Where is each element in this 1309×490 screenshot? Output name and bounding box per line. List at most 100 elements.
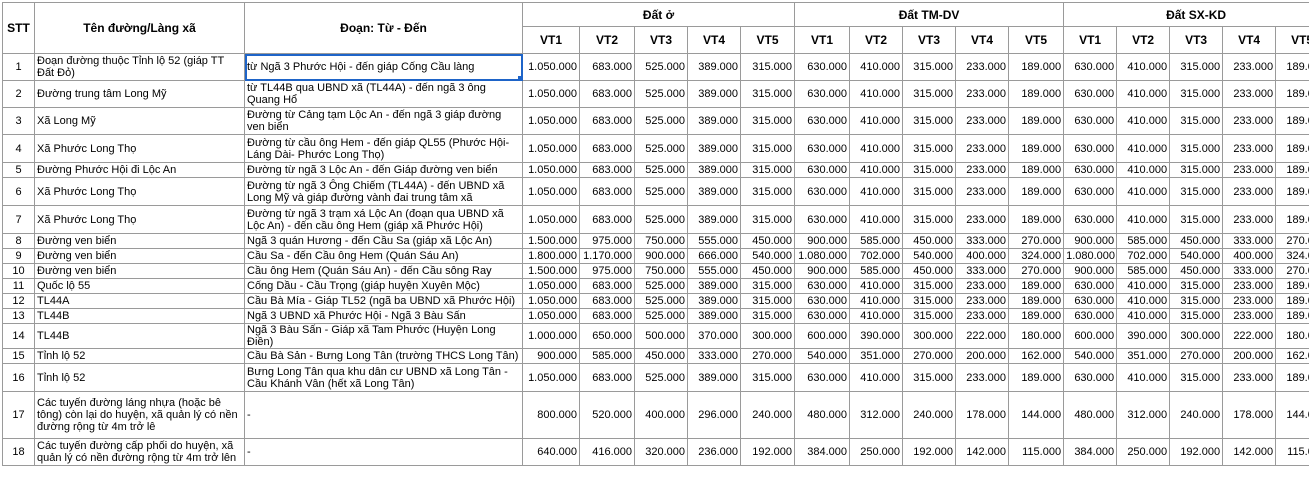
cell-sx-kd-vt2[interactable]: 410.000 [1117,81,1170,108]
cell-dat-o-vt2[interactable]: 683.000 [580,364,635,392]
cell-stt[interactable]: 2 [3,81,35,108]
cell-sx-kd-vt3[interactable]: 315.000 [1170,279,1223,294]
cell-sx-kd-vt5[interactable]: 189.000 [1276,135,1309,163]
cell-sx-kd-vt4[interactable]: 233.000 [1223,135,1276,163]
cell-tm-dv-vt2[interactable]: 390.000 [850,324,903,349]
header-level[interactable]: VT4 [956,27,1009,54]
header-level[interactable]: VT3 [635,27,688,54]
cell-tm-dv-vt1[interactable]: 600.000 [795,324,850,349]
cell-sx-kd-vt5[interactable]: 324.000 [1276,249,1309,264]
cell-dat-o-vt4[interactable]: 389.000 [688,163,741,178]
cell-tm-dv-vt4[interactable]: 200.000 [956,349,1009,364]
cell-dat-o-vt3[interactable]: 525.000 [635,178,688,206]
cell-sx-kd-vt5[interactable]: 189.000 [1276,364,1309,392]
header-level[interactable]: VT5 [1276,27,1309,54]
cell-dat-o-vt3[interactable]: 450.000 [635,349,688,364]
cell-dat-o-vt3[interactable]: 525.000 [635,309,688,324]
cell-sx-kd-vt5[interactable]: 189.000 [1276,108,1309,135]
cell-sx-kd-vt2[interactable]: 585.000 [1117,264,1170,279]
cell-dat-o-vt1[interactable]: 1.050.000 [523,163,580,178]
cell-tm-dv-vt1[interactable]: 630.000 [795,206,850,234]
cell-tm-dv-vt4[interactable]: 222.000 [956,324,1009,349]
cell-sx-kd-vt1[interactable]: 630.000 [1064,309,1117,324]
cell-name[interactable]: TL44B [35,324,245,349]
cell-dat-o-vt3[interactable]: 525.000 [635,163,688,178]
cell-sx-kd-vt3[interactable]: 300.000 [1170,324,1223,349]
cell-sx-kd-vt4[interactable]: 233.000 [1223,309,1276,324]
header-level[interactable]: VT1 [795,27,850,54]
cell-stt[interactable]: 8 [3,234,35,249]
cell-tm-dv-vt4[interactable]: 233.000 [956,294,1009,309]
cell-name[interactable]: Đường ven biển [35,234,245,249]
cell-dat-o-vt4[interactable]: 389.000 [688,309,741,324]
cell-name[interactable]: Đoạn đường thuộc Tỉnh lộ 52 (giáp TT Đất… [35,54,245,81]
cell-sx-kd-vt5[interactable]: 189.000 [1276,309,1309,324]
cell-tm-dv-vt1[interactable]: 540.000 [795,349,850,364]
cell-dat-o-vt2[interactable]: 683.000 [580,54,635,81]
cell-sx-kd-vt4[interactable]: 200.000 [1223,349,1276,364]
cell-name[interactable]: Các tuyến đường láng nhựa (hoặc bê tông)… [35,392,245,439]
cell-tm-dv-vt3[interactable]: 315.000 [903,294,956,309]
cell-tm-dv-vt1[interactable]: 1.080.000 [795,249,850,264]
cell-tm-dv-vt5[interactable]: 189.000 [1009,108,1064,135]
cell-tm-dv-vt4[interactable]: 178.000 [956,392,1009,439]
cell-section[interactable]: Cầu Bà Sản - Bưng Long Tân (trường THCS … [245,349,523,364]
cell-sx-kd-vt3[interactable]: 450.000 [1170,234,1223,249]
cell-section[interactable]: Đường từ cầu ông Hem - đến giáp QL55 (Ph… [245,135,523,163]
cell-tm-dv-vt3[interactable]: 450.000 [903,264,956,279]
cell-name[interactable]: TL44B [35,309,245,324]
cell-sx-kd-vt5[interactable]: 180.000 [1276,324,1309,349]
cell-dat-o-vt5[interactable]: 315.000 [741,309,795,324]
cell-dat-o-vt5[interactable]: 450.000 [741,234,795,249]
cell-dat-o-vt1[interactable]: 1.050.000 [523,294,580,309]
cell-sx-kd-vt2[interactable]: 410.000 [1117,54,1170,81]
cell-dat-o-vt3[interactable]: 525.000 [635,108,688,135]
cell-section[interactable]: Ngã 3 quán Hương - đến Cầu Sa (giáp xã L… [245,234,523,249]
cell-dat-o-vt3[interactable]: 320.000 [635,439,688,466]
header-level[interactable]: VT1 [523,27,580,54]
cell-name[interactable]: Đường ven biển [35,249,245,264]
cell-tm-dv-vt4[interactable]: 233.000 [956,54,1009,81]
cell-sx-kd-vt3[interactable]: 315.000 [1170,163,1223,178]
cell-tm-dv-vt3[interactable]: 315.000 [903,206,956,234]
cell-sx-kd-vt3[interactable]: 315.000 [1170,294,1223,309]
cell-section[interactable]: Ngã 3 UBND xã Phước Hội - Ngã 3 Bàu Sấn [245,309,523,324]
cell-section[interactable]: - [245,392,523,439]
cell-tm-dv-vt2[interactable]: 585.000 [850,234,903,249]
cell-dat-o-vt1[interactable]: 1.050.000 [523,54,580,81]
cell-tm-dv-vt4[interactable]: 233.000 [956,279,1009,294]
cell-tm-dv-vt5[interactable]: 180.000 [1009,324,1064,349]
cell-sx-kd-vt1[interactable]: 1.080.000 [1064,249,1117,264]
cell-dat-o-vt5[interactable]: 450.000 [741,264,795,279]
cell-sx-kd-vt4[interactable]: 233.000 [1223,81,1276,108]
cell-sx-kd-vt3[interactable]: 315.000 [1170,364,1223,392]
cell-sx-kd-vt3[interactable]: 315.000 [1170,135,1223,163]
cell-dat-o-vt3[interactable]: 500.000 [635,324,688,349]
cell-stt[interactable]: 6 [3,178,35,206]
cell-tm-dv-vt1[interactable]: 630.000 [795,279,850,294]
cell-sx-kd-vt1[interactable]: 630.000 [1064,279,1117,294]
cell-sx-kd-vt3[interactable]: 315.000 [1170,81,1223,108]
cell-dat-o-vt3[interactable]: 900.000 [635,249,688,264]
cell-tm-dv-vt5[interactable]: 189.000 [1009,163,1064,178]
cell-dat-o-vt3[interactable]: 525.000 [635,294,688,309]
cell-sx-kd-vt3[interactable]: 540.000 [1170,249,1223,264]
cell-dat-o-vt2[interactable]: 683.000 [580,81,635,108]
cell-sx-kd-vt2[interactable]: 312.000 [1117,392,1170,439]
cell-tm-dv-vt3[interactable]: 192.000 [903,439,956,466]
cell-dat-o-vt1[interactable]: 1.050.000 [523,206,580,234]
cell-tm-dv-vt5[interactable]: 189.000 [1009,135,1064,163]
header-group-tm-dv[interactable]: Đất TM-DV [795,3,1064,27]
cell-dat-o-vt2[interactable]: 975.000 [580,234,635,249]
cell-dat-o-vt5[interactable]: 315.000 [741,294,795,309]
cell-tm-dv-vt1[interactable]: 630.000 [795,364,850,392]
cell-sx-kd-vt3[interactable]: 315.000 [1170,206,1223,234]
cell-dat-o-vt5[interactable]: 315.000 [741,163,795,178]
cell-dat-o-vt2[interactable]: 520.000 [580,392,635,439]
cell-dat-o-vt4[interactable]: 555.000 [688,234,741,249]
cell-tm-dv-vt2[interactable]: 410.000 [850,279,903,294]
cell-dat-o-vt4[interactable]: 666.000 [688,249,741,264]
cell-sx-kd-vt4[interactable]: 233.000 [1223,364,1276,392]
cell-tm-dv-vt2[interactable]: 410.000 [850,364,903,392]
cell-section[interactable]: Cầu ông Hem (Quán Sáu An) - đến Cầu sông… [245,264,523,279]
